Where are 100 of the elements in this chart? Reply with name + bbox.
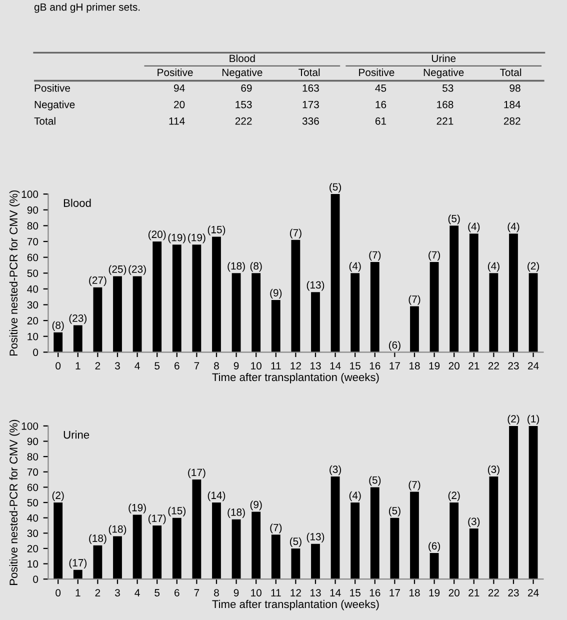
annotation: (6): [428, 542, 440, 552]
annotation: (4): [349, 262, 361, 272]
annotation: (23): [69, 314, 87, 324]
x-tick-label: 20: [448, 362, 460, 370]
annotation: (8): [250, 262, 262, 272]
text: 20: [174, 100, 185, 108]
x-axis-title: Time after transplantation (weeks): [212, 600, 379, 610]
x-tick-label: 12: [290, 589, 301, 596]
category-label: Total: [34, 117, 56, 125]
text: 45: [375, 84, 386, 92]
category-label: Total: [298, 68, 320, 76]
text: 168: [437, 100, 454, 108]
annotation: (5): [290, 537, 302, 548]
text: Blood: [230, 54, 255, 62]
y-tick-label: 20: [27, 544, 38, 552]
x-tick-label: 19: [429, 362, 440, 370]
x-axis-title: Time after transplantation (weeks): [212, 372, 379, 384]
text: 94: [174, 84, 185, 92]
x-tick-label: 14: [330, 362, 341, 370]
annotation: (15): [208, 226, 226, 236]
annotation: (5): [448, 214, 460, 224]
annotation: (6): [388, 341, 400, 351]
annotation: (25): [108, 265, 126, 275]
x-tick-label: 16: [370, 589, 380, 596]
annotation: Blood: [64, 198, 91, 207]
annotation: (18): [228, 508, 245, 518]
annotation: (4): [508, 222, 520, 232]
x-tick-label: 3: [114, 589, 120, 596]
annotation: (17): [69, 558, 87, 568]
category-label: Negative: [34, 100, 75, 110]
annotation: (18): [228, 262, 245, 272]
annotation: (5): [369, 476, 381, 486]
annotation: (19): [128, 504, 146, 514]
annotation: (7): [369, 250, 381, 261]
x-tick-label: 20: [448, 589, 460, 596]
x-tick-label: 1: [76, 589, 80, 596]
x-tick-label: 16: [370, 362, 380, 370]
x-tick-label: 21: [468, 362, 480, 370]
category-label: Negative: [222, 68, 262, 78]
x-tick-label: 2: [95, 589, 100, 596]
text: 184: [504, 100, 521, 108]
category-label: Positive: [359, 68, 394, 76]
y-tick-label: 90: [27, 206, 38, 214]
y-axis-title: Positive nested-PCR for CMV (%): [9, 190, 20, 356]
annotation: (4): [349, 491, 361, 502]
annotation: (19): [168, 234, 186, 244]
x-tick-label: 3: [114, 362, 120, 370]
y-tick-label: 100: [22, 190, 38, 198]
x-tick-label: 17: [390, 589, 400, 596]
x-tick-label: 5: [154, 362, 160, 370]
x-tick-label: 13: [310, 362, 321, 370]
y-tick-label: 100: [22, 422, 38, 430]
annotation: (7): [408, 295, 420, 305]
annotation: Urine: [64, 430, 90, 439]
x-tick-label: 0: [56, 362, 61, 370]
x-tick-label: 0: [56, 589, 61, 596]
x-tick-label: 8: [214, 589, 219, 596]
text: 98: [510, 84, 520, 92]
x-tick-label: 10: [251, 589, 262, 596]
y-tick-label: 0: [33, 348, 38, 356]
y-tick-label: 20: [27, 317, 38, 324]
text: 114: [169, 117, 185, 125]
annotation: (18): [89, 534, 106, 544]
text: 16: [376, 100, 386, 108]
y-tick-label: 80: [27, 453, 38, 460]
text: 53: [442, 84, 454, 92]
y-tick-label: 30: [27, 530, 38, 538]
text: 173: [302, 100, 319, 108]
annotation: (17): [188, 468, 206, 478]
annotation: (4): [488, 262, 500, 272]
annotation: (20): [148, 230, 166, 240]
annotation: (3): [488, 465, 500, 476]
x-tick-label: 6: [174, 589, 180, 596]
x-tick-label: 18: [409, 589, 420, 596]
x-tick-label: 5: [154, 589, 160, 596]
x-tick-label: 6: [174, 362, 180, 370]
x-tick-label: 18: [409, 362, 420, 370]
y-tick-label: 40: [27, 285, 38, 293]
annotation: (9): [270, 288, 282, 299]
text: 222: [235, 117, 252, 125]
annotation: (2): [52, 491, 64, 502]
x-tick-label: 21: [468, 589, 480, 596]
text: 153: [236, 100, 252, 108]
x-tick-label: 9: [234, 362, 239, 370]
annotation: (3): [468, 517, 480, 528]
y-tick-label: 40: [27, 514, 38, 522]
category-label: Total: [500, 68, 522, 76]
annotation: (13): [306, 280, 324, 291]
y-tick-label: 50: [27, 499, 38, 506]
x-tick-label: 13: [310, 589, 321, 596]
x-tick-label: 11: [271, 362, 281, 370]
annotation: (2): [448, 491, 460, 502]
text: 61: [375, 117, 386, 125]
x-tick-label: 7: [194, 362, 200, 370]
x-tick-label: 8: [214, 362, 219, 370]
x-tick-label: 2: [95, 362, 100, 370]
x-tick-label: 4: [134, 362, 140, 370]
x-tick-label: 7: [194, 589, 200, 596]
annotation: (7): [408, 480, 420, 490]
x-tick-label: 9: [234, 589, 239, 596]
